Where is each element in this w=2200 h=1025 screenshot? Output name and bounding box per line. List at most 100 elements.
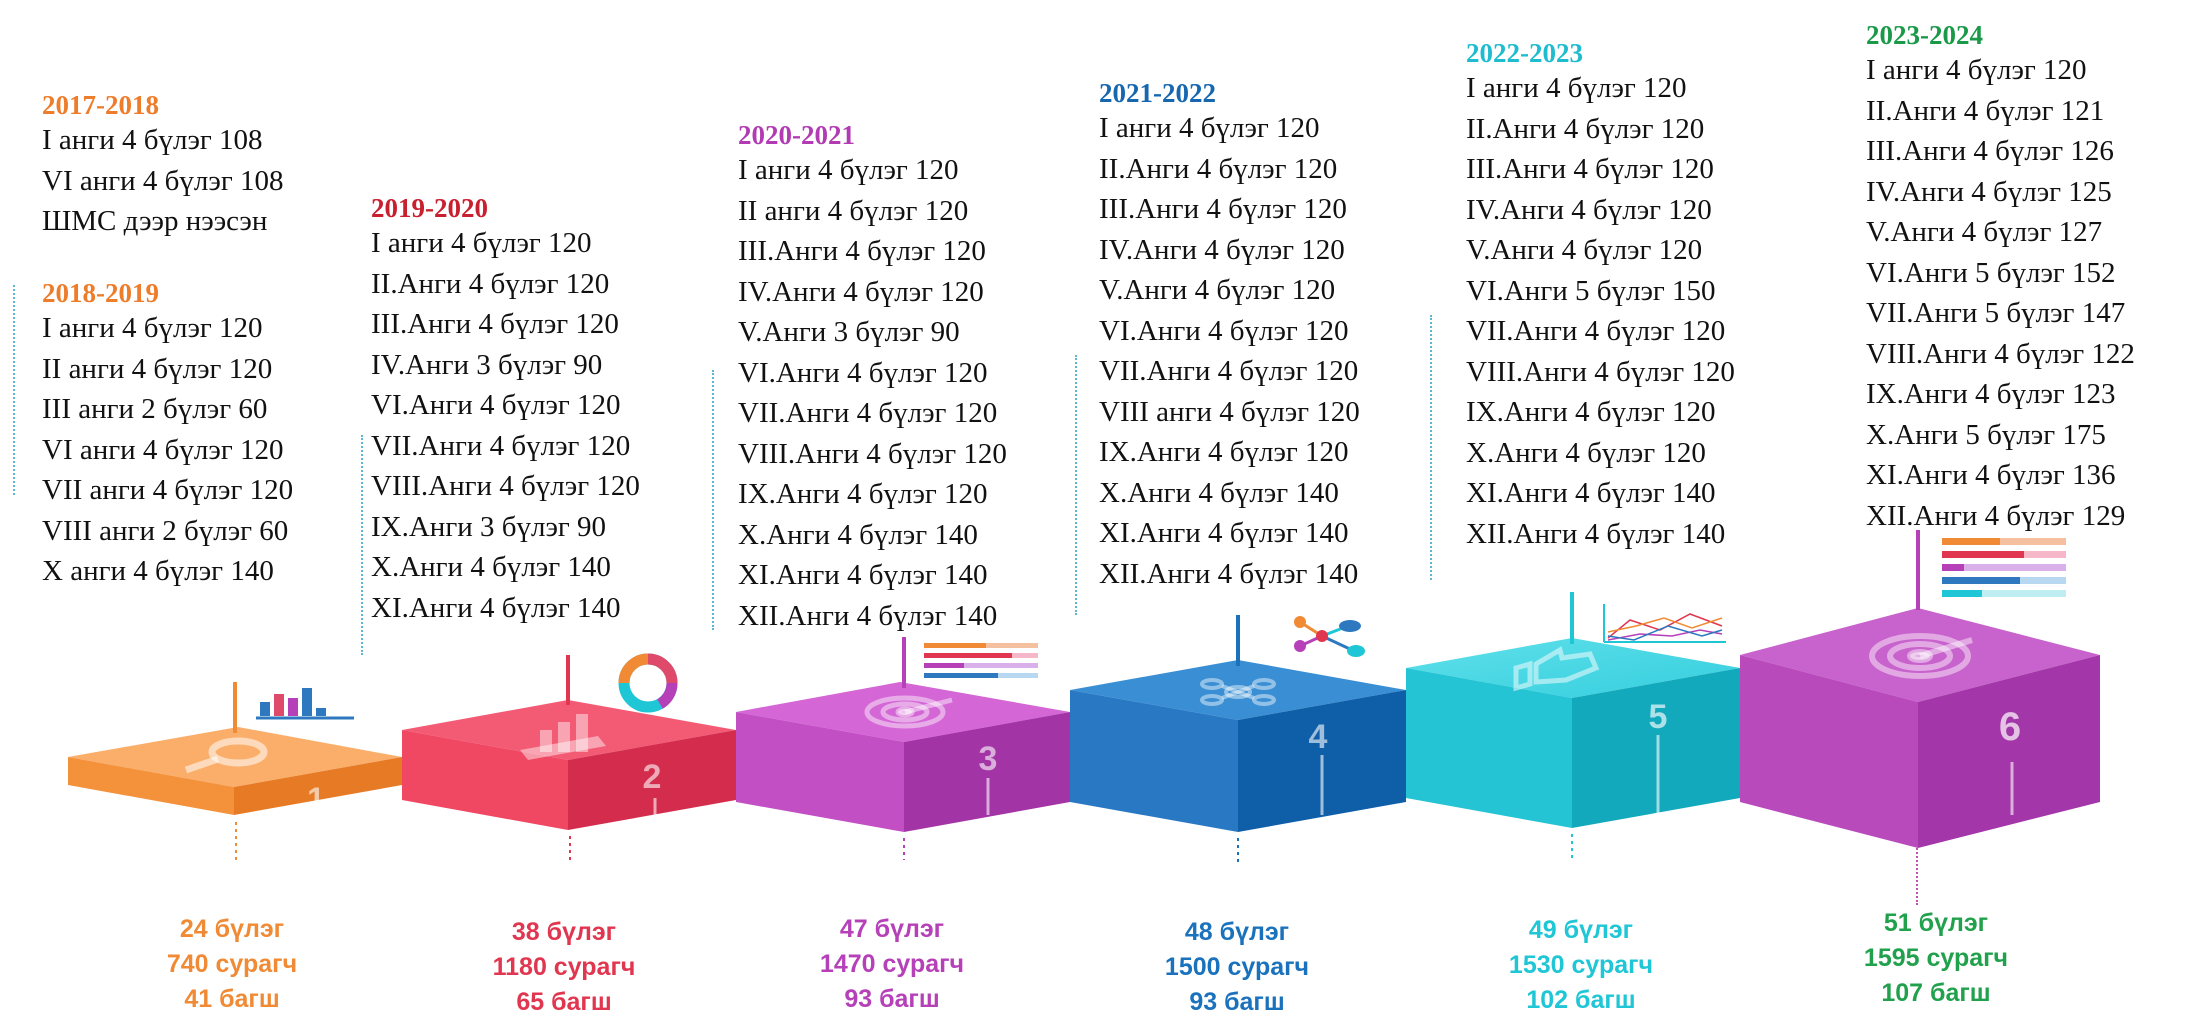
year-line: XI.Анги 4 бүлэг 140 xyxy=(1466,477,1716,509)
students-count: 740 сурагч xyxy=(166,950,298,978)
year-line: VII.Анги 4 бүлэг 120 xyxy=(738,397,998,429)
teachers-count: 41 багш xyxy=(184,985,280,1013)
year-line: VIII.Анги 4 бүлэг 120 xyxy=(1466,355,1735,388)
year-title: 2019-2020 xyxy=(371,193,488,223)
stats-6: 51 бүлэг 1595 сурагч 107 багш xyxy=(1771,906,2101,1011)
groups-count: 51 бүлэг xyxy=(1883,909,1989,937)
step-block-6: 6 xyxy=(1740,530,2100,848)
year-line: XII.Анги 4 бүлэг 140 xyxy=(1466,517,1726,550)
year-line: XII.Анги 4 бүлэг 140 xyxy=(738,599,998,632)
step-number-3: 3 xyxy=(979,740,998,778)
year-line: VIII.Анги 4 бүлэг 120 xyxy=(371,470,640,502)
step-number-4: 4 xyxy=(1309,718,1328,756)
year-line: I анги 4 бүлэг 120 xyxy=(371,227,592,259)
year-line: I анги 4 бүлэг 120 xyxy=(1866,54,2087,86)
thumbs-up-icon xyxy=(1513,646,1600,692)
year-line: I анги 4 бүлэг 120 xyxy=(738,154,959,186)
year-line: X.Анги 4 бүлэг 140 xyxy=(1099,476,1339,509)
groups-count: 38 бүлэг xyxy=(511,918,617,946)
year-line: IV.Анги 4 бүлэг 120 xyxy=(738,275,984,308)
year-line: I анги 4 бүлэг 108 xyxy=(42,124,263,156)
connector-line xyxy=(712,370,714,630)
year-line: III.Анги 4 бүлэг 126 xyxy=(1866,135,2114,167)
year-line: V.Анги 4 бүлэг 120 xyxy=(1099,274,1336,306)
year-line: IX.Анги 4 бүлэг 120 xyxy=(738,478,988,510)
stats-3: 47 бүлэг 1470 сурагч 93 багш xyxy=(727,912,1057,1017)
nodes-icon xyxy=(1294,616,1365,657)
magnifier-icon xyxy=(184,737,268,774)
year-line: VIII анги 4 бүлэг 120 xyxy=(1099,395,1360,428)
year-line: VI.Анги 4 бүлэг 120 xyxy=(371,389,621,421)
year-line: VI анги 4 бүлэг 108 xyxy=(42,164,284,197)
groups-count: 47 бүлэг xyxy=(839,915,945,943)
year-block-2019: 2019-2020 I анги 4 бүлэг 120 II.Анги 4 б… xyxy=(371,193,640,628)
year-block-2022: 2022-2023 I анги 4 бүлэг 120 II.Анги 4 б… xyxy=(1466,38,1735,554)
year-line: VI.Анги 4 бүлэг 120 xyxy=(738,356,988,389)
target-icon xyxy=(864,695,953,729)
year-line: I анги 4 бүлэг 120 xyxy=(42,312,263,344)
year-title: 2017-2018 xyxy=(42,90,159,120)
year-line: XII.Анги 4 бүлэг 140 xyxy=(1099,557,1359,590)
year-line: X анги 4 бүлэг 140 xyxy=(42,555,274,587)
hand-bar-chart-icon xyxy=(520,714,606,760)
step-number-6: 6 xyxy=(1999,705,2021,749)
year-line: VI.Анги 4 бүлэг 120 xyxy=(1099,314,1349,347)
year-line: XI.Анги 4 бүлэг 140 xyxy=(371,591,621,624)
year-line: X.Анги 4 бүлэг 120 xyxy=(1466,436,1706,469)
year-title: 2022-2023 xyxy=(1466,38,1583,68)
stats-4: 48 бүлэг 1500 сурагч 93 багш xyxy=(1072,915,1402,1020)
teachers-count: 93 багш xyxy=(1189,988,1285,1016)
groups-count: 48 бүлэг xyxy=(1184,918,1290,946)
year-block-2017: 2017-2018 I анги 4 бүлэг 108 VI анги 4 б… xyxy=(42,90,283,242)
year-line: III.Анги 4 бүлэг 120 xyxy=(738,235,986,267)
year-line: II.Анги 4 бүлэг 121 xyxy=(1866,94,2105,127)
students-count: 1470 сурагч xyxy=(819,950,965,978)
year-block-2021: 2021-2022 I анги 4 бүлэг 120 II.Анги 4 б… xyxy=(1099,78,1360,594)
step-block-1: 1 xyxy=(68,682,402,860)
donut-chart-icon xyxy=(618,653,678,713)
year-line: II.Анги 4 бүлэг 120 xyxy=(1099,152,1338,185)
bar-chart-icon xyxy=(256,688,354,720)
year-line: VIII анги 2 бүлэг 60 xyxy=(42,514,289,547)
progress-bars-icon xyxy=(1942,538,2066,597)
step-number-1: 1 xyxy=(307,781,325,817)
groups-count: 24 бүлэг xyxy=(179,915,285,943)
year-line: IX.Анги 4 бүлэг 123 xyxy=(1866,378,2116,410)
year-line: V.Анги 4 бүлэг 127 xyxy=(1866,216,2103,248)
step-block-5: 5 xyxy=(1406,592,1740,862)
year-line: VIII.Анги 4 бүлэг 120 xyxy=(738,437,1007,470)
students-count: 1530 сурагч xyxy=(1508,951,1654,979)
year-line: IX.Анги 4 бүлэг 120 xyxy=(1099,436,1349,468)
year-block-2018: 2018-2019 I анги 4 бүлэг 120 II анги 4 б… xyxy=(42,278,293,592)
connector-line xyxy=(361,435,363,655)
year-line: IV.Анги 4 бүлэг 120 xyxy=(1099,233,1345,266)
year-line: X.Анги 4 бүлэг 140 xyxy=(738,518,978,551)
year-line: VIII.Анги 4 бүлэг 122 xyxy=(1866,337,2135,370)
year-line: VII.Анги 4 бүлэг 120 xyxy=(1099,355,1359,387)
year-line: IV.Анги 3 бүлэг 90 xyxy=(371,348,603,381)
year-line: X.Анги 5 бүлэг 175 xyxy=(1866,418,2106,451)
target-icon xyxy=(1869,633,1973,679)
teachers-count: 65 багш xyxy=(516,988,612,1016)
year-title: 2021-2022 xyxy=(1099,78,1216,108)
connector-line xyxy=(1430,315,1432,580)
teachers-count: 93 багш xyxy=(844,985,940,1013)
year-line: II анги 4 бүлэг 120 xyxy=(42,352,273,385)
year-line: IV.Анги 4 бүлэг 120 xyxy=(1466,193,1712,226)
year-line: II.Анги 4 бүлэг 120 xyxy=(1466,112,1705,145)
year-line: III анги 2 бүлэг 60 xyxy=(42,393,268,425)
step-block-3: 3 xyxy=(736,637,1070,860)
year-title: 2023-2024 xyxy=(1866,20,1983,50)
year-line: VII.Анги 4 бүлэг 120 xyxy=(371,429,631,462)
year-line: IX.Анги 4 бүлэг 120 xyxy=(1466,396,1716,428)
connector-line xyxy=(1075,355,1077,615)
step-number-2: 2 xyxy=(643,758,662,796)
teachers-count: 102 багш xyxy=(1526,986,1636,1014)
year-title: 2018-2019 xyxy=(42,278,159,308)
step-block-4: 4 xyxy=(1070,615,1406,862)
step-block-2: 2 xyxy=(402,653,736,860)
year-line: XI.Анги 4 бүлэг 136 xyxy=(1866,459,2116,491)
year-line: X.Анги 4 бүлэг 140 xyxy=(371,551,611,583)
year-line: VI.Анги 5 бүлэг 150 xyxy=(1466,274,1716,307)
